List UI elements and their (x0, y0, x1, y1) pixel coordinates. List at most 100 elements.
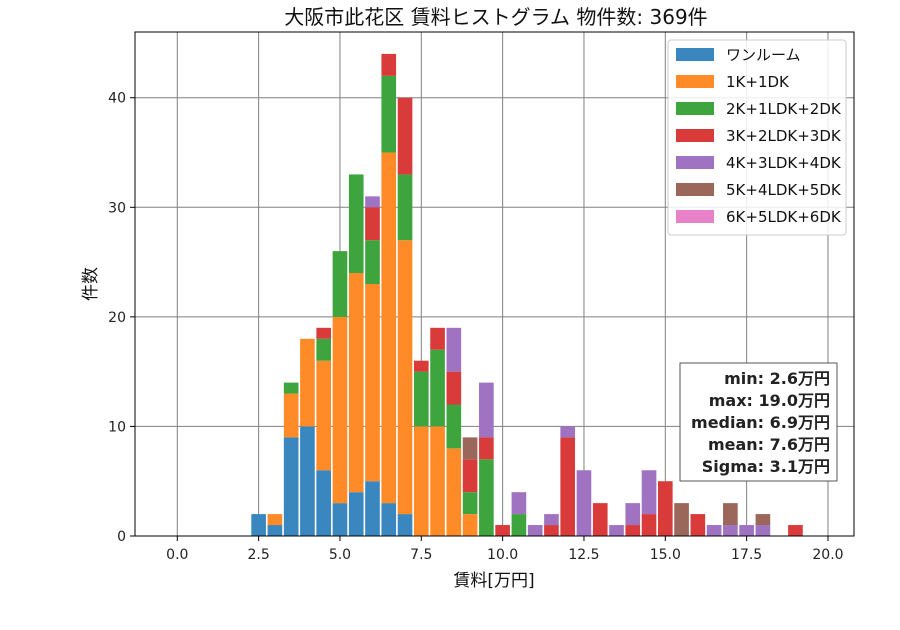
legend-swatch (676, 129, 714, 142)
x-tick-label: 2.5 (247, 547, 269, 563)
x-tick-label: 7.5 (410, 547, 432, 563)
stats-line: Sigma: 3.1万円 (702, 457, 830, 476)
bar-segment (365, 240, 380, 284)
bar-segment (413, 360, 429, 372)
x-tick-label: 0.0 (166, 547, 188, 563)
bar-segment (446, 371, 462, 405)
legend-label: 2K+1LDK+2DK (726, 100, 842, 118)
x-tick-label: 17.5 (731, 547, 762, 563)
bar-segment (560, 437, 576, 536)
bar-segment (576, 470, 592, 536)
bar-segment (609, 525, 624, 536)
bar-segment (316, 360, 332, 471)
bar-segment (365, 196, 380, 208)
stats-line: max: 19.0万円 (709, 391, 830, 410)
bar-segment (365, 284, 380, 482)
bar-segment (544, 525, 559, 536)
y-tick-label: 30 (108, 200, 126, 216)
bar-segment (625, 503, 641, 526)
legend-swatch (676, 102, 714, 115)
bar-segment (267, 525, 283, 536)
bar-segment (332, 251, 348, 317)
bar-segment (300, 338, 315, 427)
bar-segment (365, 481, 380, 536)
bar-segment (381, 152, 397, 504)
bar-segment (446, 448, 462, 536)
x-tick-label: 5.0 (329, 547, 351, 563)
legend-label: 5K+4LDK+5DK (726, 181, 842, 199)
bar-segment (316, 338, 332, 361)
x-axis-label: 賃料[万円] (453, 571, 534, 591)
bar-segment (397, 97, 413, 175)
legend-label: 1K+1DK (726, 73, 790, 91)
bar-segment (413, 371, 429, 427)
bar-segment (381, 53, 397, 76)
y-tick-label: 20 (108, 310, 126, 326)
stats-line: median: 6.9万円 (691, 413, 830, 432)
bar-segment (592, 503, 608, 536)
legend-label: 6K+5LDK+6DK (726, 208, 842, 226)
bar-segment (495, 525, 510, 536)
legend-swatch (676, 210, 714, 223)
legend-swatch (676, 183, 714, 196)
bar-segment (316, 327, 332, 339)
stats-frame (679, 362, 838, 482)
bar-segment (625, 525, 641, 536)
y-tick-label: 10 (108, 419, 126, 435)
legend: ワンルーム 1K+1DK 2K+1LDK+2DK 3K+2LDK+3DK 4K+3LDK… (667, 39, 847, 236)
legend-label: ワンルーム (726, 46, 801, 64)
bar-segment (690, 514, 706, 536)
bar-segment (413, 426, 429, 536)
bar-segment (560, 426, 576, 438)
bar-segment (511, 514, 527, 536)
bar-segment (381, 503, 397, 536)
bar-segment (283, 393, 299, 438)
bar-segment (706, 525, 722, 536)
bar-segment (397, 514, 413, 536)
chart-title: 大阪市此花区 賃料ヒストグラム 物件数: 369件 (284, 5, 707, 29)
bar-segment (365, 207, 380, 241)
stats-line: min: 2.6万円 (724, 369, 830, 388)
bar-segment (381, 75, 397, 153)
y-axis-ticks: 0 10 20 30 40 (108, 91, 135, 545)
y-axis-label: 件数 (81, 267, 101, 301)
bar-segment (397, 240, 413, 515)
bar-segment (657, 481, 673, 536)
bar-segment (674, 503, 689, 536)
bar-segment (348, 273, 364, 493)
stats-line: mean: 7.6万円 (708, 435, 830, 454)
bar-segment (462, 437, 478, 460)
bar-segment (446, 404, 462, 449)
bar-segment (641, 470, 657, 515)
bar-segment (332, 316, 348, 504)
stats-box: min: 2.6万円 max: 19.0万円 median: 6.9万円 mean: … (679, 362, 838, 482)
legend-label: 4K+3LDK+4DK (726, 154, 842, 172)
bar-stacks (251, 53, 803, 536)
bar-segment (462, 492, 478, 515)
bar-segment (462, 459, 478, 493)
bar-segment (723, 525, 738, 536)
bar-segment (544, 514, 559, 526)
bar-segment (430, 426, 445, 536)
bar-segment (267, 514, 283, 526)
bar-segment (527, 525, 543, 536)
bar-segment (316, 470, 332, 536)
legend-swatch (676, 156, 714, 169)
bar-segment (739, 525, 754, 536)
bar-segment (300, 426, 315, 536)
x-tick-label: 20.0 (812, 547, 843, 563)
bar-segment (479, 382, 494, 438)
legend-swatch (676, 75, 714, 88)
x-tick-label: 10.0 (487, 547, 518, 563)
bar-segment (446, 327, 462, 372)
y-tick-label: 40 (108, 91, 126, 107)
bar-segment (788, 525, 803, 536)
x-tick-label: 12.5 (568, 547, 599, 563)
bar-segment (755, 525, 771, 536)
bar-segment (755, 514, 771, 526)
x-axis-ticks: 0.0 2.5 5.0 7.5 10.0 12.5 15.0 17.5 20.0 (166, 536, 844, 563)
x-tick-label: 15.0 (650, 547, 681, 563)
bar-segment (251, 514, 266, 536)
bar-segment (462, 514, 478, 536)
